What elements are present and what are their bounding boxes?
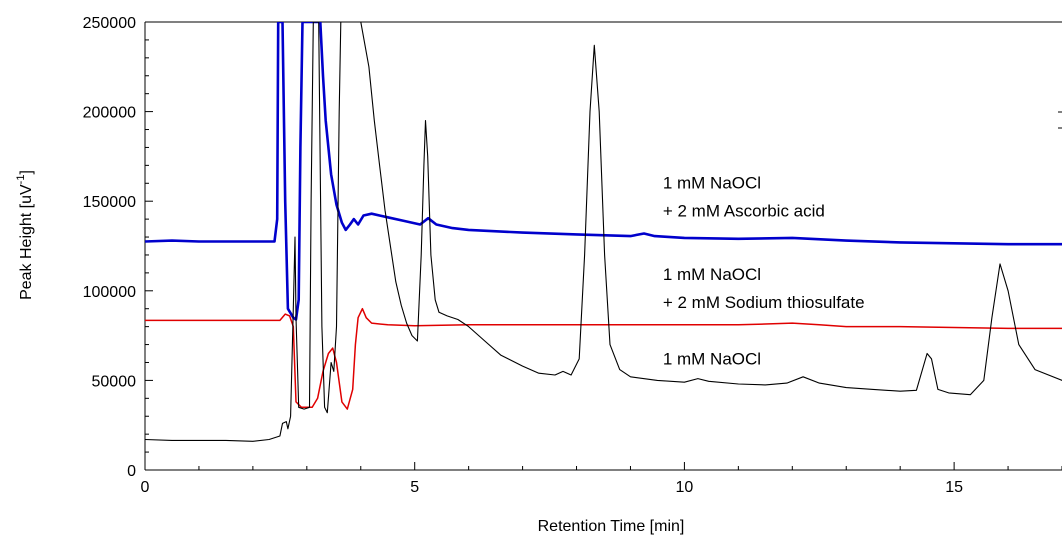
x-tick-label: 15 [945,479,963,496]
x-tick-label: 10 [676,479,694,496]
series-layer [145,22,1062,442]
series-annotation-1-line-0: 1 mM NaOCl [663,265,761,284]
series-line-0 [145,22,1062,321]
y-axis-title-end: ] [18,170,35,174]
y-axis-title: Peak Height [uV-1] [15,170,35,300]
y-tick-label: 250000 [83,15,136,32]
x-tick-label: 5 [410,479,419,496]
y-tick-label: 150000 [83,194,136,211]
plot-area [144,21,1062,471]
ticks-layer: 0 5 10 15 0 50000 100000 150000 200000 250000 [83,15,1062,496]
series-line-1 [145,307,1062,410]
y-tick-label: 50000 [92,373,137,390]
series-annotation-1-line-1: + 2 mM Sodium thiosulfate [663,293,865,312]
y-axis-title-main: Peak Height [uV [18,184,35,300]
y-tick-label: 100000 [83,284,136,301]
y-axis-title-superscript: -1 [15,175,27,185]
x-axis-title: Retention Time [min] [538,518,685,535]
y-tick-label: 0 [127,463,136,480]
y-tick-label: 200000 [83,105,136,122]
series-annotation-0-line-1: + 2 mM Ascorbic acid [663,202,825,221]
series-line-2 [145,22,1062,442]
series-annotation-0-line-0: 1 mM NaOCl [663,174,761,193]
series-annotation-2-line-0: 1 mM NaOCl [663,349,761,368]
annotations-layer: 1 mM NaOCl + 2 mM Ascorbic acid 1 mM NaOCl… [663,174,865,369]
x-tick-label: 0 [141,479,150,496]
